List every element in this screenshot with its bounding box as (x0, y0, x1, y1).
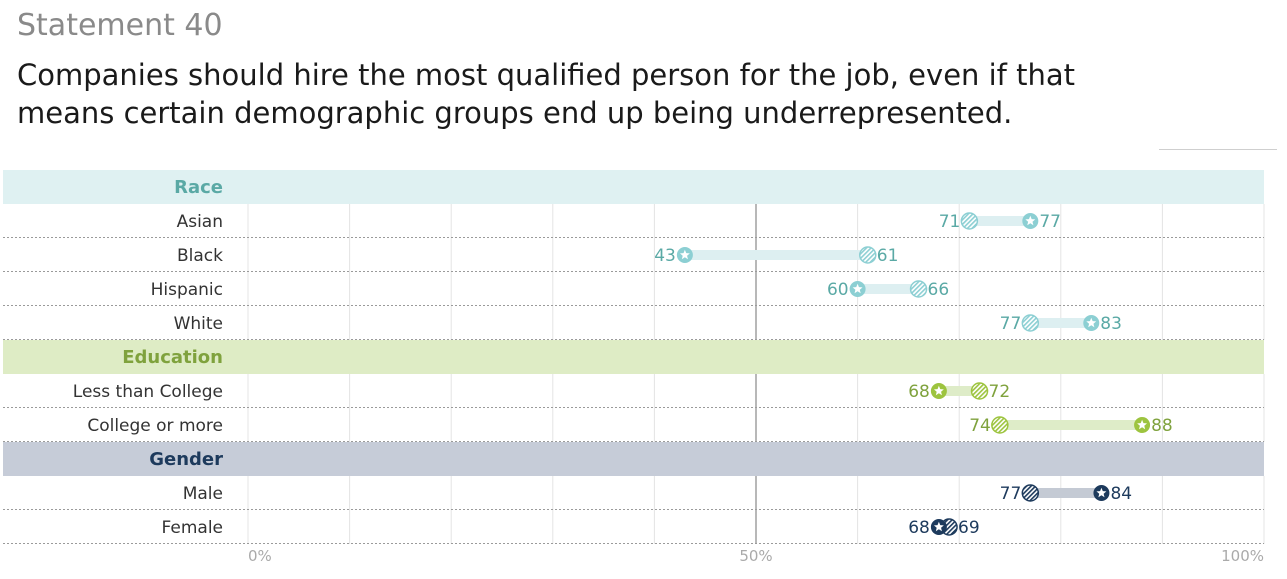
value-label-low: 77 (1000, 484, 1022, 504)
range-bar (969, 216, 1031, 226)
star-icon (933, 385, 944, 396)
value-label-high: 88 (1151, 416, 1173, 436)
group-label: Race (174, 177, 223, 198)
star-icon (1086, 317, 1097, 328)
range-bar (1030, 318, 1092, 328)
divider (1159, 149, 1277, 150)
x-tick-label: 50% (739, 547, 772, 565)
range-bar (999, 420, 1143, 430)
row-label: Female (162, 518, 223, 538)
star-icon (679, 249, 690, 260)
range-bar (1030, 488, 1102, 498)
chart-title: Companies should hire the most qualified… (17, 58, 1076, 130)
row-label: White (174, 314, 223, 334)
row-label: Male (183, 484, 223, 504)
row-label: College or more (87, 416, 223, 436)
value-label-low: 74 (969, 416, 991, 436)
range-bar (684, 250, 868, 260)
hatched-dot (859, 246, 877, 264)
hatched-dot (1021, 314, 1040, 332)
value-label-low: 77 (1000, 314, 1022, 334)
row-label: Hispanic (151, 280, 223, 300)
group-header-band (3, 442, 1264, 476)
background-layer (3, 170, 1264, 476)
value-label-high: 61 (877, 246, 899, 266)
value-label-low: 71 (939, 212, 961, 232)
hatched-dot (960, 212, 979, 230)
group-header-band (3, 340, 1264, 374)
range-bar (857, 284, 919, 294)
grid-layer (3, 204, 1265, 544)
row-label: Asian (177, 212, 223, 232)
x-tick-label: 100% (1221, 547, 1264, 565)
star-icon (1025, 215, 1036, 226)
marks-layer (676, 212, 1151, 536)
group-label: Education (122, 347, 223, 368)
statement-number: Statement 40 (17, 8, 223, 43)
star-icon (852, 283, 863, 294)
value-label-high: 77 (1039, 212, 1061, 232)
range-bar (938, 386, 980, 396)
value-label-high: 69 (958, 518, 980, 538)
hatched-dot (991, 416, 1009, 434)
value-label-high: 84 (1110, 484, 1132, 504)
hatched-dot (970, 382, 989, 400)
x-tick-label: 0% (248, 547, 272, 565)
hatched-dot (909, 280, 928, 298)
row-label: Less than College (73, 382, 223, 402)
value-label-low: 43 (654, 246, 676, 266)
hatched-dot (1021, 484, 1040, 502)
value-label-low: 68 (908, 518, 930, 538)
star-icon (1096, 487, 1107, 498)
value-label-high: 83 (1100, 314, 1122, 334)
row-label: Black (177, 246, 223, 266)
value-label-high: 72 (989, 382, 1011, 402)
group-header-band (3, 170, 1264, 204)
star-icon (933, 521, 944, 532)
group-label: Gender (149, 449, 223, 470)
value-label-low: 68 (908, 382, 930, 402)
value-label-low: 60 (827, 280, 849, 300)
value-label-high: 66 (928, 280, 950, 300)
star-icon (1137, 419, 1148, 430)
labels-layer: Race Asian 71 77 Black 43 61 Hispanic 60 66 White 7… (73, 177, 1264, 565)
